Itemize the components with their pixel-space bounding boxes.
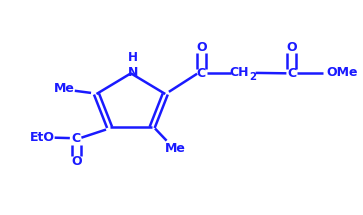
Text: C: C (72, 132, 81, 145)
Text: C: C (287, 67, 297, 80)
Text: O: O (286, 41, 297, 54)
Text: O: O (196, 41, 207, 54)
Text: OMe: OMe (326, 66, 358, 79)
Text: EtO: EtO (30, 131, 55, 144)
Text: Me: Me (53, 82, 74, 95)
Text: O: O (71, 155, 82, 168)
Text: CH: CH (230, 66, 249, 79)
Text: Me: Me (165, 142, 186, 155)
Text: C: C (197, 67, 206, 80)
Text: H: H (128, 51, 138, 64)
Text: N: N (127, 66, 138, 79)
Text: 2: 2 (249, 72, 256, 82)
